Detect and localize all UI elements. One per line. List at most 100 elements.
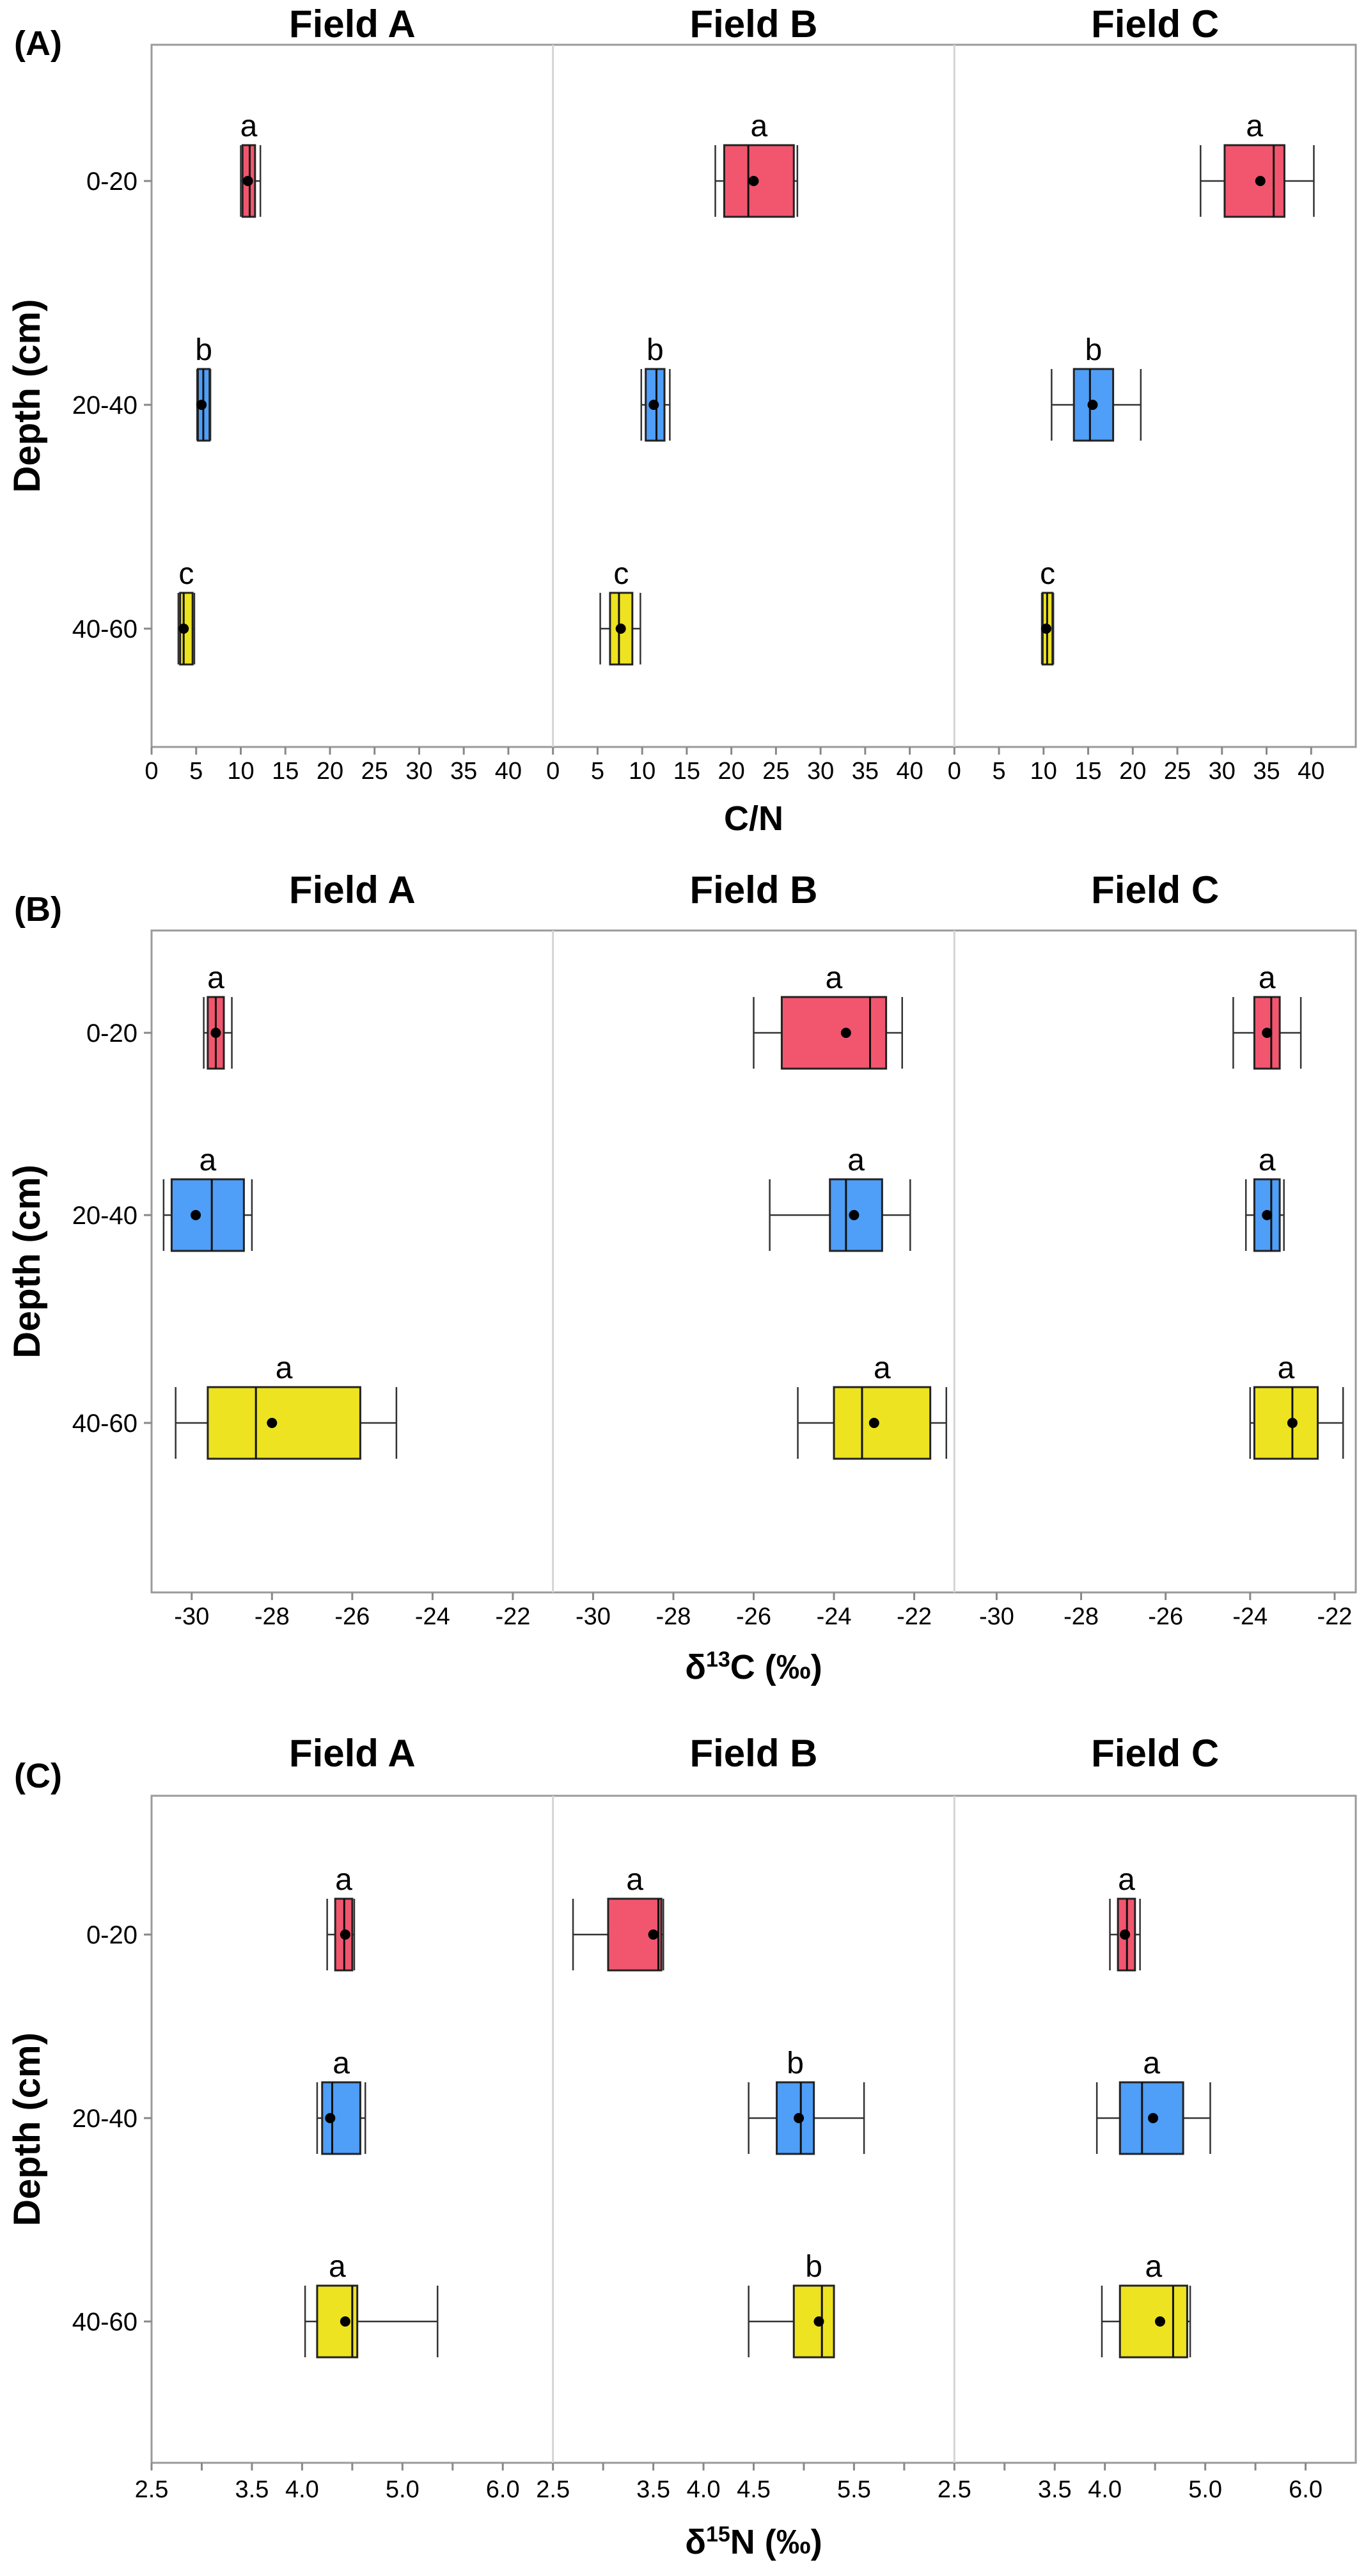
x-tick-label: -22 [897,1603,932,1630]
x-tick-label: 30 [405,758,432,785]
x-tick-label: -30 [174,1603,209,1630]
significance-letter: a [826,961,843,995]
x-tick-label: -22 [1317,1603,1353,1630]
mean-point [849,1210,860,1220]
box-iqr [833,1386,932,1460]
box-0-20: a [203,961,233,1070]
x-tick-label: -30 [979,1603,1014,1630]
y-tick-label: 0-20 [86,1921,137,1949]
x-tick-label: 35 [450,758,477,785]
panel-label: (A) [14,24,62,63]
y-tick-label: 0-20 [86,168,137,196]
box-0-20: a [1232,961,1302,1070]
x-tick-label: 4.0 [687,2476,721,2503]
panel-label: (C) [14,1757,62,1795]
mean-point [1155,2316,1166,2327]
x-tick-label: -26 [1148,1603,1183,1630]
mean-point [1287,1418,1298,1428]
facet-c: Field C 0 5 10 15 20 25 30 35 40 a b c [948,3,1325,785]
y-tick-label: 40-60 [72,1410,137,1438]
x-tick-label: 40 [896,758,923,785]
mean-point [340,1929,350,1940]
x-tick-label: -24 [1232,1603,1268,1630]
y-axis-label: Depth (cm) [6,1165,48,1358]
x-axis-label-part: N (‰) [730,2523,822,2561]
box-40-60: a [304,2250,439,2359]
x-tick-label: 35 [1253,758,1280,785]
significance-letter: a [335,1863,352,1897]
box-20-40: b [640,333,671,442]
mean-point [191,1210,201,1220]
mean-point [748,176,759,186]
y-axis-label: Depth (cm) [6,299,48,493]
x-tick-label: -28 [255,1603,290,1630]
significance-letter: a [1259,1143,1276,1177]
box-40-60: a [175,1351,398,1460]
box-0-20: a [1200,109,1315,218]
significance-letter: b [1085,333,1103,367]
x-tick-label: 4.0 [1088,2476,1122,2503]
x-axis-label-part: δ [685,1648,706,1686]
box-iqr [170,1178,245,1252]
mean-point [210,1028,221,1038]
box-40-60: b [748,2250,835,2359]
x-tick-label: 30 [1209,758,1236,785]
box-20-40: a [162,1143,253,1252]
facet-title: Field B [689,3,817,45]
box-0-20: a [326,1863,356,1972]
box-iqr [1223,144,1285,218]
box-20-40: a [1095,2046,1211,2155]
mean-point [1040,624,1051,634]
x-tick-label: 25 [1164,758,1191,785]
facet-a: Field A 0 5 10 15 20 25 30 35 40 a b c [145,3,522,785]
x-tick-label: 20 [317,758,343,785]
x-tick-label: -28 [1064,1603,1099,1630]
box-40-60: a [1249,1351,1344,1460]
box-40-60: c [599,557,641,666]
y-tick-label: 0-20 [86,1019,137,1048]
box-iqr [723,144,795,218]
box-iqr [1119,2284,1188,2359]
x-tick-label: 3.5 [235,2476,269,2503]
facet-title: Field B [689,1732,817,1775]
significance-letter: a [207,961,224,995]
box-20-40: b [195,333,212,442]
box-0-20: a [1109,1863,1141,1972]
significance-letter: a [240,109,258,143]
significance-letter: a [200,1143,217,1177]
significance-letter: a [1118,1863,1135,1897]
x-tick-label: 35 [852,758,879,785]
box-0-20: a [714,109,799,218]
y-axis-label: Depth (cm) [6,2032,48,2226]
facet-title: Field A [289,868,416,911]
x-tick-label: 10 [1030,758,1057,785]
x-tick-label: 20 [1119,758,1146,785]
y-tick-label: 20-40 [72,2105,137,2133]
x-tick-label: -28 [656,1603,691,1630]
facet-title: Field A [289,3,416,45]
significance-letter: a [1246,109,1263,143]
x-tick-label: 10 [629,758,656,785]
significance-letter: a [276,1351,293,1385]
mean-point [648,400,659,410]
mean-point [267,1418,278,1428]
x-tick-label: -24 [817,1603,852,1630]
box-20-40: b [748,2046,865,2155]
x-tick-label: 15 [1074,758,1101,785]
significance-letter: b [787,2046,804,2080]
significance-letter: b [647,333,664,367]
x-tick-label: -26 [334,1603,370,1630]
x-tick-label: 5.5 [837,2476,871,2503]
significance-letter: a [1143,2046,1160,2080]
mean-point [615,624,626,634]
y-tick-label: 20-40 [72,1202,137,1230]
box-40-60: c [177,557,196,666]
significance-letter: c [1040,557,1055,591]
x-tick-label: 6.0 [1289,2476,1323,2503]
y-tick-label: 40-60 [72,615,137,643]
x-tick-label: 5.0 [1188,2476,1222,2503]
facet-a: Field A -30 -28 -26 -24 -22 a a a [162,868,530,1630]
y-tick-label: 40-60 [72,2308,137,2336]
facet-b: Field B 2.5 3.5 4.0 4.5 5.5 a b b [536,1732,906,2503]
